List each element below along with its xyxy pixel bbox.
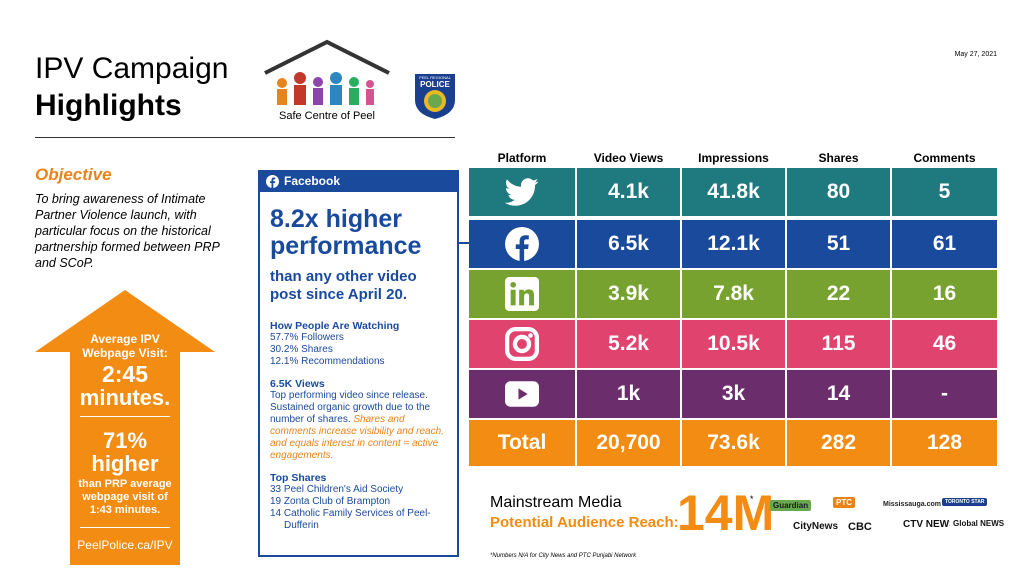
media-logo: Guardian — [770, 500, 812, 511]
divider — [80, 416, 170, 417]
total-cell: 20,700 — [577, 420, 680, 466]
column-header: Video Views — [593, 151, 664, 165]
section-title: Top Shares — [270, 472, 327, 484]
table-cell: 3k — [682, 370, 785, 418]
title: IPV Campaign — [35, 52, 229, 85]
media-logo: CBC — [845, 520, 875, 534]
platform-icon — [505, 381, 539, 407]
table-cell: 12.1k — [682, 220, 785, 268]
table-cell: 41.8k — [682, 168, 785, 216]
table-cell: 5 — [892, 168, 997, 216]
arrow-label: Average IPV Webpage Visit: — [82, 332, 168, 360]
total-cell: 282 — [787, 420, 890, 466]
badge-text: POLICE — [420, 80, 450, 89]
media-label: Mainstream Media — [490, 494, 622, 511]
section-line: 30.2% Shares — [270, 344, 333, 355]
media-logo: CTV NEWS — [900, 518, 959, 531]
badge-text: PEEL REGIONAL — [419, 75, 451, 80]
platform-cell — [469, 270, 575, 318]
table-cell: 5.2k — [577, 320, 680, 368]
total-cell: Total — [469, 420, 575, 466]
total-cell: 73.6k — [682, 420, 785, 466]
arrow — [35, 290, 215, 565]
divider — [80, 527, 170, 528]
arrow-unit: minutes. — [79, 385, 171, 410]
section-line: 19 Zonta Club of Brampton — [270, 496, 391, 507]
section-lines: 57.7% Followers 30.2% Shares 12.1% Recomme… — [270, 332, 452, 368]
date: May 27, 2021 — [954, 51, 997, 58]
table-cell: 7.8k — [682, 270, 785, 318]
objective-heading: Objective — [35, 165, 112, 184]
arrow-time: 2:45 — [101, 361, 149, 387]
platform-icon — [505, 327, 539, 361]
connector — [457, 242, 469, 244]
media-logo: PTC — [833, 497, 855, 508]
footnote: *Numbers N/A for City News and PTC Punja… — [490, 553, 637, 559]
table-cell: 46 — [892, 320, 997, 368]
facebook-header — [258, 170, 459, 192]
logo — [264, 39, 390, 105]
column-header: Platform — [497, 151, 547, 165]
platform-icon — [505, 277, 539, 311]
table-cell: 4.1k — [577, 168, 680, 216]
reach: 14M — [677, 485, 775, 541]
platform-cell — [469, 168, 575, 216]
column-header: Shares — [818, 151, 859, 165]
table-cell: 6.5k — [577, 220, 680, 268]
table-cell: 3.9k — [577, 270, 680, 318]
table-cell: 80 — [787, 168, 890, 216]
media-logo: TORONTO STAR — [942, 498, 988, 506]
total-cell: 128 — [892, 420, 997, 466]
section-title: 6.5K Views — [270, 378, 325, 390]
title: Highlights — [35, 89, 182, 122]
media-logo: Global NEWS — [950, 518, 1008, 529]
objective-text: To bring awareness of Intimate Partner V… — [35, 192, 220, 270]
media-logo: CityNews — [790, 520, 842, 533]
logo-text: Safe Centre of Peel — [278, 110, 375, 122]
section-lines: 33 Peel Children's Aid Society 19 Zonta C… — [270, 484, 452, 532]
arrow-comparison: than PRP average webpage visit of 1:43 m… — [78, 478, 172, 516]
facebook-icon — [266, 175, 279, 188]
platform-cell — [469, 320, 575, 368]
facebook-headline: 8.2x higher performance — [270, 205, 422, 260]
table-cell: 1k — [577, 370, 680, 418]
divider — [35, 137, 455, 138]
media-logo: Mississauga.com — [880, 500, 944, 509]
highlight: Shares and comments increase visibility … — [270, 414, 444, 461]
platform-icon — [505, 178, 539, 206]
section-text: Top performing video since release. Sust… — [270, 390, 452, 462]
table-cell: 51 — [787, 220, 890, 268]
column-header: Impressions — [698, 151, 769, 165]
section-line: 57.7% Followers — [270, 332, 344, 343]
section-line: 14 Catholic Family Services of Peel-Duff… — [270, 508, 431, 531]
reach-label: Potential Audience Reach: — [490, 514, 679, 531]
arrow-higher: higher — [91, 451, 159, 476]
text: Top performing video since release. Sust… — [270, 390, 431, 425]
section-line: 12.1% Recommendations — [270, 356, 385, 367]
section-line: 33 Peel Children's Aid Society — [270, 484, 404, 495]
arrow-link: PeelPolice.ca/IPV — [77, 538, 173, 552]
badge — [415, 74, 455, 119]
platform-icon — [505, 227, 539, 261]
facebook-title: Facebook — [284, 174, 341, 188]
table-cell: - — [892, 370, 997, 418]
table-cell: 16 — [892, 270, 997, 318]
table-cell: 115 — [787, 320, 890, 368]
asterisk: * — [750, 494, 754, 504]
table-cell: 14 — [787, 370, 890, 418]
table-cell: 61 — [892, 220, 997, 268]
platform-cell — [469, 370, 575, 418]
facebook-subline: than any other video post since April 20… — [270, 268, 417, 303]
section-title: How People Are Watching — [270, 320, 400, 332]
arrow-percent: 71% — [102, 428, 148, 453]
table-cell: 22 — [787, 270, 890, 318]
platform-cell — [469, 220, 575, 268]
column-header: Comments — [913, 151, 976, 165]
facebook-details: How People Are Watching 57.7% Followers 3… — [270, 310, 452, 532]
table-cell: 10.5k — [682, 320, 785, 368]
